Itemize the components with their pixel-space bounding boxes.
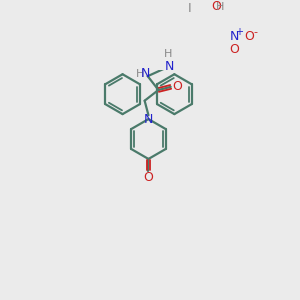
Text: +: + (235, 27, 243, 37)
Text: O: O (143, 171, 153, 184)
Text: O: O (230, 43, 239, 56)
Text: O: O (211, 0, 221, 13)
Text: -: - (253, 28, 257, 38)
Text: I: I (187, 2, 191, 15)
Text: N: N (141, 68, 150, 80)
Text: H: H (216, 2, 225, 12)
Text: O: O (172, 80, 182, 93)
Text: O: O (245, 30, 255, 43)
Text: N: N (230, 30, 239, 43)
Text: N: N (144, 112, 153, 126)
Text: H: H (136, 69, 144, 79)
Text: H: H (164, 49, 172, 59)
Text: N: N (164, 61, 174, 74)
